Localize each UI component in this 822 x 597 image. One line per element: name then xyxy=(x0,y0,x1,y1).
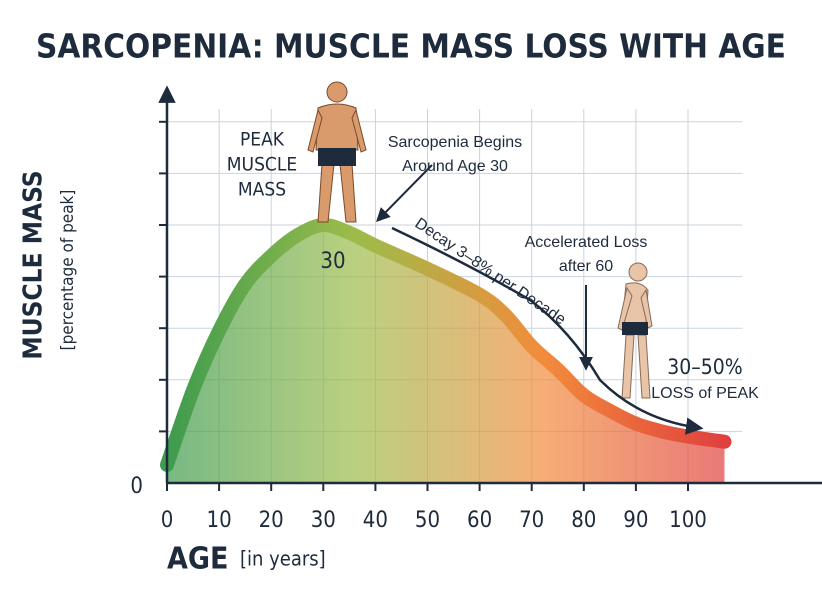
annotation: 30 xyxy=(320,249,345,274)
area xyxy=(167,224,725,483)
x-tick-label: 100 xyxy=(669,508,707,533)
figures xyxy=(307,81,653,399)
x-axis-label: AGE xyxy=(167,542,228,577)
onset-arrow xyxy=(376,164,433,222)
decay-arrow xyxy=(391,226,704,435)
annotation: PEAK xyxy=(240,129,285,151)
y-tick-label: 0 xyxy=(130,474,143,499)
annotation: MUSCLE xyxy=(227,154,297,176)
chart-title: SARCOPENIA: MUSCLE MASS LOSS WITH AGE xyxy=(36,27,786,66)
x-tick-label: 60 xyxy=(467,508,492,533)
x-tick-label: 40 xyxy=(363,508,388,533)
x-axis-note: [in years] xyxy=(240,547,326,571)
y-axis-label: MUSCLE MASS xyxy=(19,170,49,359)
x-tick-label: 90 xyxy=(623,508,648,533)
annotation: Accelerated Loss xyxy=(525,234,648,251)
annotation: after 60 xyxy=(559,258,613,275)
x-tick-label: 50 xyxy=(415,508,440,533)
line xyxy=(160,218,732,472)
annotation: MASS xyxy=(238,179,286,201)
x-tick-label: 20 xyxy=(259,508,284,533)
x-tick-label: 70 xyxy=(519,508,544,533)
x-tick-label: 10 xyxy=(207,508,232,533)
x-tick-label: 0 xyxy=(161,508,174,533)
annotation: 30–50% xyxy=(667,355,742,379)
x-tick-label: 30 xyxy=(311,508,336,533)
y-axis-note: [percentage of peak] xyxy=(58,190,78,351)
annotation: LOSS of PEAK xyxy=(651,385,759,402)
annotation: Around Age 30 xyxy=(402,158,508,175)
annotation: Sarcopenia Begins xyxy=(388,134,522,151)
x-tick-label: 80 xyxy=(571,508,596,533)
